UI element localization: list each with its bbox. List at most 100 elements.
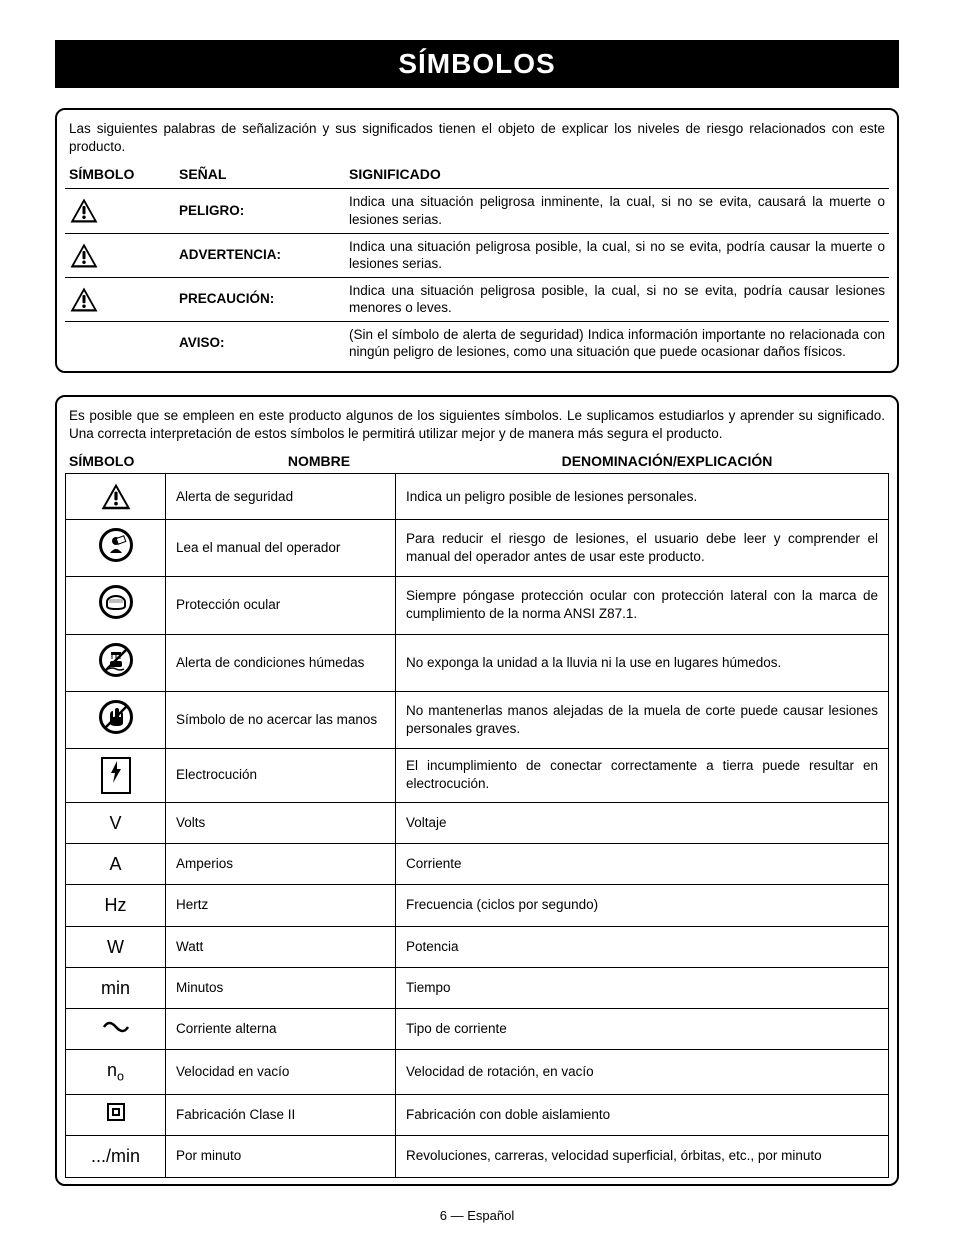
symbol-row: Fabricación Clase IIFabricación con dobl… [66,1095,889,1136]
symbol-description: Fabricación con doble aislamiento [396,1095,889,1136]
unit-text: .../min [91,1146,140,1166]
symbol-name: Alerta de condiciones húmedas [166,634,396,691]
signal-icon-cell [65,277,175,321]
signal-row: ADVERTENCIA:Indica una situación peligro… [65,233,889,277]
symbol-row: ElectrocuciónEl incumplimiento de conect… [66,749,889,802]
symbol-row: Corriente alternaTipo de corriente [66,1009,889,1050]
unit-text: A [109,854,121,874]
symbol-icon-cell: Hz [66,885,166,926]
symbol-name: Por minuto [166,1136,396,1177]
symbol-description: El incumplimiento de conectar correctame… [396,749,889,802]
class2-icon [107,1103,125,1121]
symbol-icon-cell: .../min [66,1136,166,1177]
signal-word: PRECAUCIÓN: [175,277,345,321]
symbol-description: Potencia [396,926,889,967]
symbol-row: Alerta de seguridadIndica un peligro pos… [66,474,889,520]
page-footer: 6 — Español [55,1208,899,1223]
symbol-description: Velocidad de rotación, en vacío [396,1050,889,1095]
symbol-name: Alerta de seguridad [166,474,396,520]
unit-text: Hz [105,895,127,915]
header-signal: SEÑAL [175,164,345,189]
symbol-description: Tiempo [396,967,889,1008]
symbol-table: Alerta de seguridadIndica un peligro pos… [65,473,889,1177]
signal-row: PELIGRO:Indica una situación peligrosa i… [65,189,889,233]
symbol-name: Hertz [166,885,396,926]
symbol-icon-cell: V [66,802,166,843]
symbol-row: Símbolo de no acercar las manosNo manten… [66,691,889,748]
symbol-description: Siempre póngase protección ocular con pr… [396,577,889,634]
symbol-icon-cell [66,634,166,691]
symbol-name: Amperios [166,843,396,884]
symbol-row: A AmperiosCorriente [66,843,889,884]
signal-word: AVISO: [175,321,345,365]
symbol-row: WWattPotencia [66,926,889,967]
no-load-speed-icon: no [107,1060,124,1080]
symbol-description: Frecuencia (ciclos por segundo) [396,885,889,926]
symbol-icon-cell [66,520,166,577]
unit-text: V [109,813,121,833]
symbol-row: Hz HertzFrecuencia (ciclos por segundo) [66,885,889,926]
symbol-name: Fabricación Clase II [166,1095,396,1136]
electrocution-icon [101,757,131,793]
wet-conditions-icon [99,643,133,677]
symbol-row: Protección ocularSiempre póngase protecc… [66,577,889,634]
page-title: SÍMBOLOS [55,40,899,88]
symbol-icon-cell: no [66,1050,166,1095]
intro-text-1: Las siguientes palabras de señalización … [65,120,889,164]
symbol-name: Protección ocular [166,577,396,634]
symbol-name: Electrocución [166,749,396,802]
signal-row: AVISO:(Sin el símbolo de alerta de segur… [65,321,889,365]
signal-meaning: Indica una situación peligrosa posible, … [345,277,889,321]
symbol-name: Watt [166,926,396,967]
signal-row: PRECAUCIÓN:Indica una situación peligros… [65,277,889,321]
signal-word: PELIGRO: [175,189,345,233]
intro-text-2: Es posible que se empleen en este produc… [65,407,889,451]
read-manual-icon [99,528,133,562]
symbol-description: Voltaje [396,802,889,843]
symbol-description: No mantenerlas manos alejadas de la muel… [396,691,889,748]
eye-protection-icon [99,585,133,619]
symbol-name: Minutos [166,967,396,1008]
symbol-name: Velocidad en vacío [166,1050,396,1095]
symbol-description: Para reducir el riesgo de lesiones, el u… [396,520,889,577]
symbol-row: .../min Por minutoRevoluciones, carreras,… [66,1136,889,1177]
symbol-icon-cell [66,749,166,802]
symbol-row: Alerta de condiciones húmedasNo exponga … [66,634,889,691]
symbol-name: Símbolo de no acercar las manos [166,691,396,748]
header-meaning: SIGNIFICADO [345,164,889,189]
symbol-icon-cell: W [66,926,166,967]
signal-meaning: (Sin el símbolo de alerta de seguridad) … [345,321,889,365]
symbol-icon-cell [66,474,166,520]
symbol-row: min MinutosTiempo [66,967,889,1008]
symbol-icon-cell [66,1009,166,1050]
symbol-icon-cell: min [66,967,166,1008]
header-name: NOMBRE [189,453,449,469]
signal-table: SÍMBOLO SEÑAL SIGNIFICADO PELIGRO:Indica… [65,164,889,364]
signal-icon-cell [65,321,175,365]
header-desc: DENOMINACIÓN/EXPLICACIÓN [449,453,885,469]
symbol-description: Indica un peligro posible de lesiones pe… [396,474,889,520]
signal-icon-cell [65,189,175,233]
header-symbol: SÍMBOLO [65,164,175,189]
signal-meaning: Indica una situación peligrosa posible, … [345,233,889,277]
symbol-description: Corriente [396,843,889,884]
symbol-row: Lea el manual del operadorPara reducir e… [66,520,889,577]
symbol-description: No exponga la unidad a la lluvia ni la u… [396,634,889,691]
ac-icon [102,1019,130,1035]
symbol-definitions-box: Es posible que se empleen en este produc… [55,395,899,1186]
symbol-icon-cell [66,691,166,748]
signal-words-box: Las siguientes palabras de señalización … [55,108,899,373]
unit-text: min [101,978,130,998]
symbol-icon-cell [66,577,166,634]
symbol-description: Revoluciones, carreras, velocidad superf… [396,1136,889,1177]
signal-icon-cell [65,233,175,277]
symbol-name: Corriente alterna [166,1009,396,1050]
symbol-name: Volts [166,802,396,843]
symbol-row: V VoltsVoltaje [66,802,889,843]
symbol-description: Tipo de corriente [396,1009,889,1050]
symbol-icon-cell [66,1095,166,1136]
symbol-icon-cell: A [66,843,166,884]
signal-word: ADVERTENCIA: [175,233,345,277]
symbol-name: Lea el manual del operador [166,520,396,577]
signal-meaning: Indica una situación peligrosa inminente… [345,189,889,233]
